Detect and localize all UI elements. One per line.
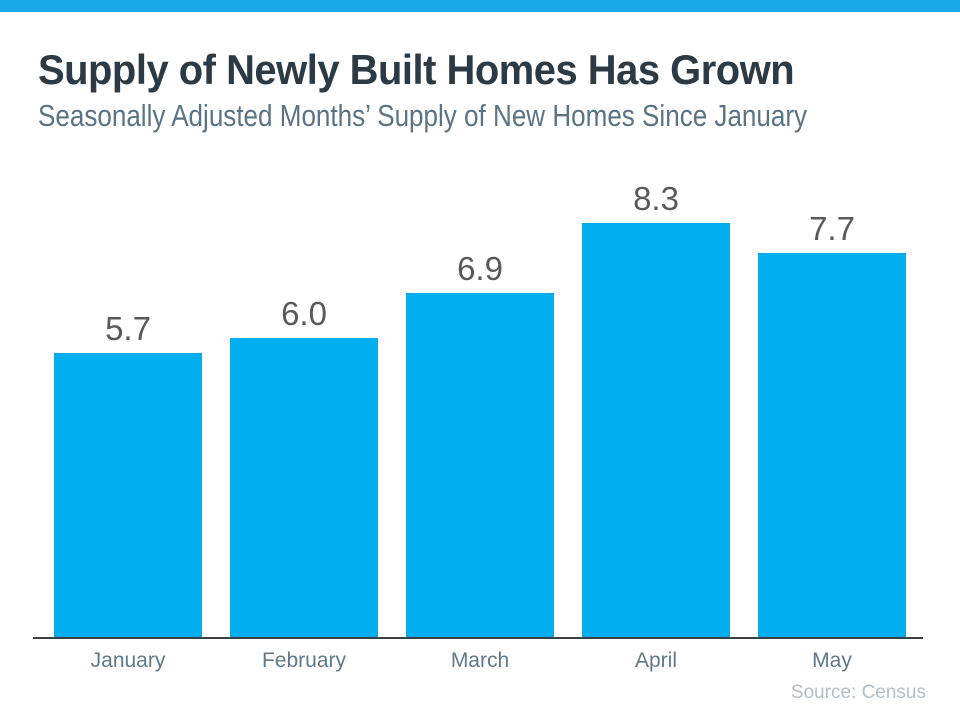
bar-column: 6.9	[406, 252, 554, 638]
bar-column: 8.3	[582, 182, 730, 638]
bar-value-label: 5.7	[105, 310, 151, 347]
bar	[582, 223, 730, 638]
x-axis-tick-label: April	[634, 649, 677, 672]
top-accent-stripe	[0, 0, 960, 12]
bar-value-label: 6.9	[457, 250, 503, 287]
bar	[54, 353, 202, 638]
bar	[406, 293, 554, 638]
chart-title: Supply of Newly Built Homes Has Grown	[38, 46, 795, 93]
bars-container: 5.7 6.0 6.9 8.3 7.7	[54, 0, 906, 638]
bar-column: 6.0	[230, 297, 378, 638]
x-axis-tick-label: May	[812, 649, 852, 672]
bar	[230, 338, 378, 638]
x-axis-tick-label: March	[450, 649, 510, 672]
bar-column: 5.7	[54, 312, 202, 638]
x-axis-labels: January February March April May	[54, 649, 906, 673]
bar	[758, 253, 906, 638]
bar-column: 7.7	[758, 212, 906, 638]
x-axis-tick-label: January	[90, 649, 166, 672]
bar-value-label: 6.0	[281, 295, 327, 332]
bar-value-label: 8.3	[633, 180, 679, 217]
chart-subtitle: Seasonally Adjusted Months’ Supply of Ne…	[38, 98, 808, 133]
bar-value-label: 7.7	[809, 210, 855, 247]
source-credit: Source: Census	[790, 682, 926, 703]
x-axis-line	[33, 637, 923, 639]
x-axis-tick-label: February	[261, 649, 347, 672]
